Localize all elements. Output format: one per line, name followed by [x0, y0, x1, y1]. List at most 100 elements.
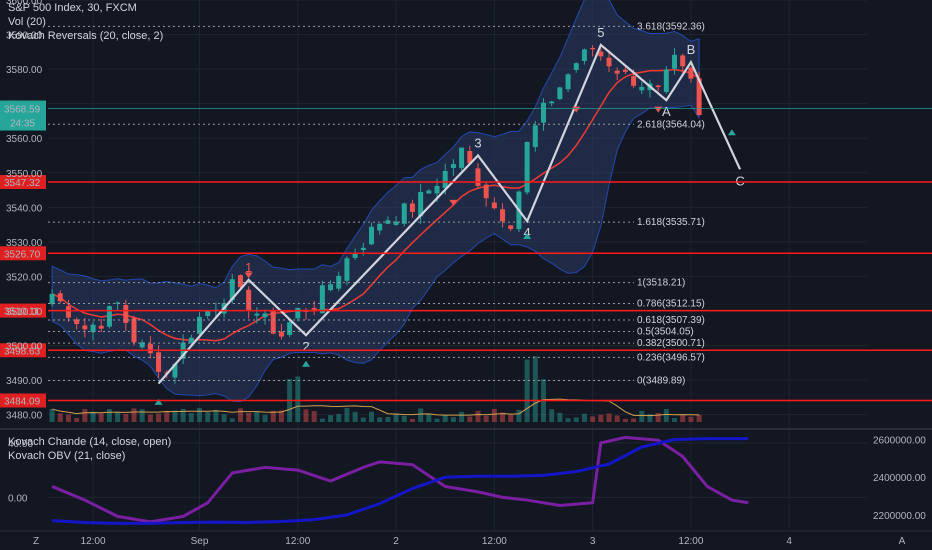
- x-tick-label: 3: [590, 536, 596, 547]
- volume-bar: [295, 376, 301, 422]
- candle-body: [590, 47, 596, 50]
- volume-bar: [516, 409, 522, 422]
- chande-line: [51, 435, 749, 524]
- volume-bar: [180, 408, 186, 422]
- last-price-box: [0, 100, 46, 131]
- candle-body: [524, 141, 530, 193]
- volume-bar: [581, 413, 587, 422]
- candle-body: [696, 78, 702, 116]
- reversals-legend: Kovach Reversals (20, close, 2): [8, 30, 164, 42]
- candle-body: [442, 170, 448, 189]
- volume-bar: [467, 416, 473, 422]
- volume-bar: [598, 414, 604, 422]
- volume-bar: [311, 411, 317, 422]
- osc-left-tick-label: 0.00: [8, 493, 28, 504]
- candle-body: [663, 69, 669, 92]
- candle-body: [500, 209, 506, 222]
- fib-level-label: 0.786(3512.15): [637, 299, 705, 310]
- volume-bar: [401, 415, 407, 422]
- price-label: 3484.09: [4, 397, 41, 408]
- candle-body: [377, 223, 383, 231]
- volume-bar: [270, 410, 276, 422]
- volume-bar: [74, 417, 80, 422]
- volume-bar: [205, 412, 211, 422]
- volume-bar: [409, 418, 415, 422]
- candle-body: [598, 51, 604, 57]
- volume-bar: [663, 409, 669, 422]
- price-label-box: [0, 343, 46, 358]
- reversal-marker: [727, 129, 736, 136]
- y-tick-label: 3580.00: [6, 65, 43, 76]
- y-tick-label: 3510.00: [6, 307, 43, 318]
- x-tick-label: 12:00: [678, 536, 703, 547]
- candle-body: [581, 49, 587, 62]
- volume-bar: [164, 411, 170, 422]
- candle-body: [655, 85, 661, 88]
- wave-label: 4: [523, 225, 530, 240]
- last-price-label: 3568.59: [4, 105, 41, 116]
- reversal-marker: [301, 360, 310, 367]
- volume-bar: [303, 409, 309, 422]
- candle-body: [680, 55, 686, 67]
- fib-level-label: 1(3518.21): [637, 278, 685, 289]
- reversal-marker: [244, 272, 253, 279]
- osc-right-tick-label: 2600000.00: [873, 436, 926, 447]
- volume-bar: [352, 411, 358, 422]
- volume-bar: [680, 414, 686, 422]
- volume-bar: [188, 413, 194, 422]
- candle-body: [254, 313, 260, 316]
- x-tick-label: 12:00: [285, 536, 310, 547]
- candle-body: [688, 67, 694, 79]
- candle-body: [270, 311, 276, 334]
- candle-body: [188, 337, 194, 344]
- volume-bar: [377, 417, 383, 422]
- price-label: 3526.70: [4, 249, 41, 260]
- wave-label: 2: [302, 339, 309, 354]
- reversal-marker: [523, 232, 532, 239]
- y-tick-label: 3600.00: [6, 0, 43, 7]
- y-tick-label: 3480.00: [6, 411, 43, 422]
- candle-body: [49, 293, 55, 305]
- candle-body: [172, 363, 178, 378]
- volume-bar: [639, 410, 645, 422]
- candle-body: [295, 308, 301, 319]
- wave-label: 5: [597, 25, 604, 40]
- volume-bar: [418, 408, 424, 422]
- volume-bar: [106, 409, 112, 422]
- wave-label: B: [687, 42, 696, 57]
- candle-body: [508, 225, 514, 229]
- candle-body: [434, 185, 440, 194]
- volume-bar: [65, 414, 71, 422]
- volume-bar: [197, 408, 203, 422]
- volume-bar: [319, 418, 325, 422]
- x-tick-label: Sep: [191, 536, 209, 547]
- vol-legend: Vol (20): [8, 16, 46, 28]
- volume-bar: [500, 412, 506, 422]
- wave-label: 3: [474, 135, 481, 150]
- candle-body: [328, 284, 334, 291]
- volume-bar: [172, 410, 178, 422]
- volume-bar: [262, 414, 268, 422]
- price-label-box: [0, 393, 46, 408]
- volume-bar: [90, 411, 96, 422]
- x-tick-label: 12:00: [482, 536, 507, 547]
- candle-body: [483, 184, 489, 199]
- fib-level-label: 0(3489.89): [637, 375, 685, 386]
- candle-body: [549, 101, 555, 104]
- y-tick-label: 3520.00: [6, 272, 43, 283]
- volume-bar: [450, 417, 456, 422]
- volume-bar: [565, 418, 571, 422]
- y-tick-label: 3490.00: [6, 376, 43, 387]
- candle-body: [639, 86, 645, 91]
- volume-bar: [213, 409, 219, 422]
- volume-bar: [532, 356, 538, 422]
- volume-bar: [549, 409, 555, 422]
- volume-bar: [524, 359, 530, 422]
- candle-body: [147, 343, 153, 354]
- y-tick-label: 3540.00: [6, 203, 43, 214]
- osc-left-tick-label: 40.00: [8, 439, 33, 450]
- volume-bar: [344, 408, 350, 422]
- volume-bar: [483, 415, 489, 422]
